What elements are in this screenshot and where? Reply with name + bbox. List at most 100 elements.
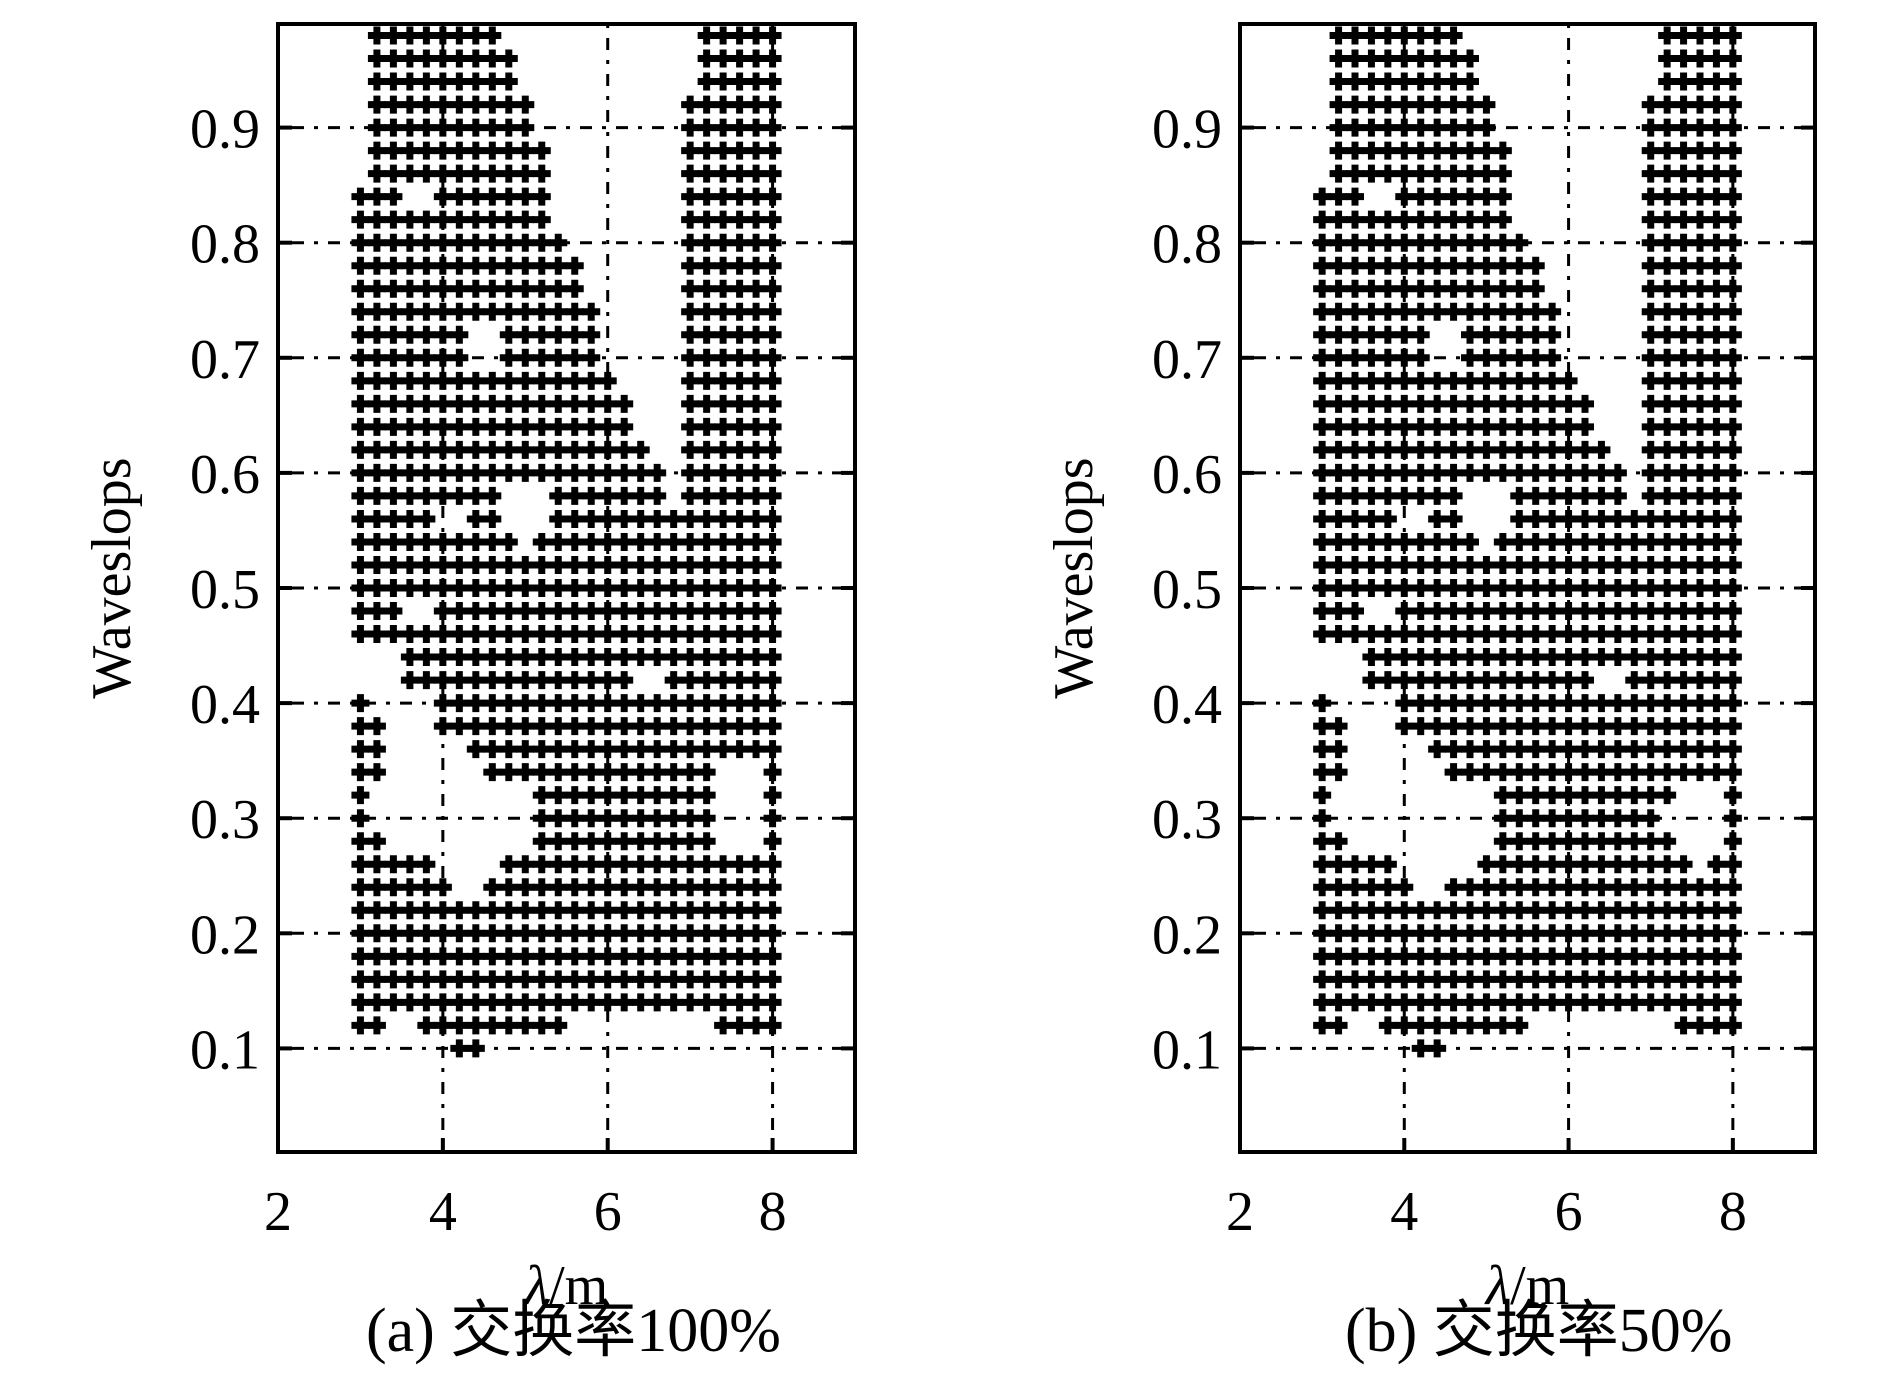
data-point-b [1658,394,1677,413]
data-point-b [1576,763,1594,782]
data-point-b [1346,164,1364,183]
data-point-b [1461,417,1479,436]
data-point-a [582,717,601,736]
data-point-a [499,187,518,206]
data-point-b [1395,440,1414,459]
data-point-b [1395,970,1414,989]
data-point-b [1641,763,1660,782]
data-point-a [384,164,403,183]
data-point-b [1329,555,1348,574]
data-point-a [730,509,749,528]
data-point-b [1658,555,1677,574]
data-point-a [681,187,700,206]
data-point-a [549,855,568,874]
data-point-b [1625,763,1644,782]
data-point-b [1691,625,1709,644]
data-point-a [714,532,733,551]
data-point-b [1674,394,1693,413]
data-point-a [615,602,634,621]
data-point-a [384,486,403,505]
data-point-a [384,970,403,989]
data-point-b [1658,993,1677,1012]
data-point-a [400,463,419,482]
data-point-a [565,256,584,275]
data-point-a [466,993,485,1012]
data-point-a [565,279,584,298]
data-point-a [697,579,716,597]
data-point-a [598,371,617,390]
data-point-a [483,49,502,68]
data-point-b [1592,463,1611,482]
data-point-b [1378,440,1397,459]
data-point-b [1444,49,1463,68]
data-point-a [351,555,370,574]
data-point-b [1723,95,1742,114]
data-point-a [763,371,782,390]
data-point-a [367,463,386,482]
data-point-a [483,602,502,621]
data-point-b [1625,509,1644,528]
data-point-b [1444,302,1463,321]
data-point-b [1411,625,1430,644]
data-point-b [1526,648,1545,667]
data-point-a [384,141,403,160]
data-point-b [1378,141,1397,160]
data-point-a [615,440,634,459]
data-point-b [1428,256,1447,275]
data-point-a [747,486,766,505]
data-point-a [466,440,485,459]
data-point-b [1362,532,1381,551]
data-point-a [516,740,535,759]
data-point-b [1707,855,1726,874]
data-point-b [1411,187,1430,206]
data-point-b [1329,302,1348,321]
data-point-b [1559,463,1578,482]
data-point-a [483,463,502,482]
data-point-a [417,486,436,505]
data-point-b [1526,924,1545,943]
data-point-b [1411,348,1430,367]
data-point-a [730,325,749,344]
data-point-b [1576,625,1594,644]
data-point-a [664,694,683,713]
data-point-a [697,602,716,621]
data-point-a [351,325,370,344]
data-point-a [466,187,485,206]
data-point-b [1493,648,1512,667]
data-point-b [1411,302,1430,321]
data-point-b [1691,993,1709,1012]
data-point-b [1493,832,1512,851]
data-point-a [598,993,617,1012]
data-point-b [1329,26,1348,45]
data-point-a [730,947,749,966]
data-point-a [400,924,419,943]
data-point-a [648,694,667,713]
data-point-a [450,463,469,482]
data-point-b [1543,325,1562,344]
data-point-b [1707,210,1726,229]
data-point-a [351,924,370,943]
data-point-b [1658,463,1677,482]
data-point-b [1510,602,1529,621]
data-point-b [1444,118,1463,137]
data-point-b [1658,95,1677,114]
data-point-a [532,210,551,229]
data-point-b [1395,463,1414,482]
data-point-a [582,302,601,321]
data-point-b [1658,763,1677,782]
data-point-b [1411,141,1430,160]
data-point-b [1378,855,1397,874]
data-point-a [499,993,518,1012]
data-point-b [1461,924,1479,943]
data-point-a [714,95,733,114]
data-point-b [1477,256,1496,275]
data-point-b [1461,118,1479,137]
data-point-b [1378,463,1397,482]
data-point-a [400,532,419,551]
data-point-a [400,878,419,897]
data-point-b [1411,118,1430,137]
data-point-b [1658,579,1677,597]
data-point-a [747,440,766,459]
data-point-a [631,486,650,505]
data-point-b [1510,625,1529,644]
